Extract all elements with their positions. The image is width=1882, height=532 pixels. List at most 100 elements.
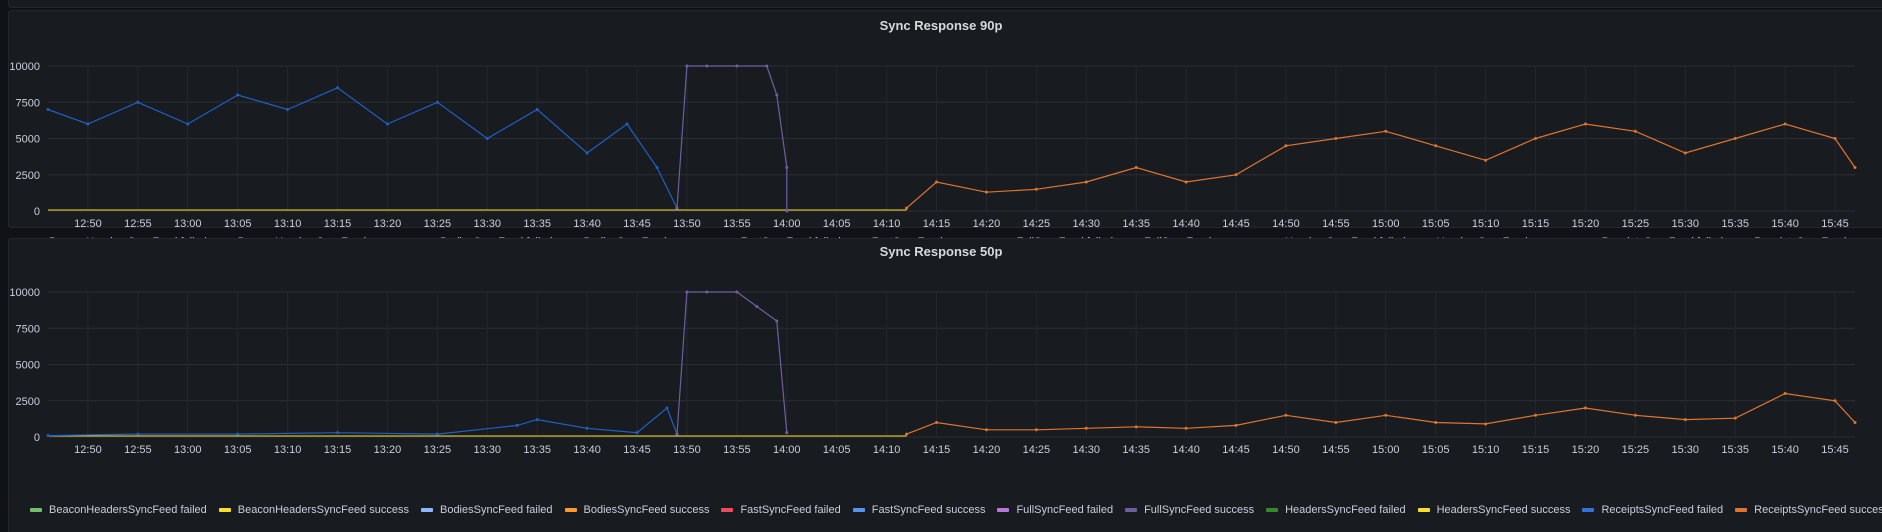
x-tick-label: 14:55: [1322, 218, 1350, 230]
data-point: [905, 432, 909, 436]
x-tick-label: 13:25: [424, 218, 452, 230]
legend-swatch: [721, 507, 734, 512]
data-point: [1034, 187, 1038, 191]
data-point: [705, 290, 709, 294]
data-point: [46, 434, 50, 438]
series-line: [676, 291, 788, 435]
x-tick-label: 14:15: [923, 218, 951, 230]
x-tick-label: 15:35: [1721, 218, 1749, 230]
x-tick-label: 15:30: [1672, 444, 1700, 456]
x-tick-label: 15:00: [1372, 444, 1400, 456]
x-tick-label: 13:15: [324, 218, 352, 230]
series-line: [906, 123, 1856, 209]
data-point: [735, 64, 739, 68]
legend-item[interactable]: BodiesSyncFeed success: [564, 500, 709, 519]
data-point: [1683, 418, 1687, 422]
legend-item[interactable]: FullSyncFeed success: [1125, 500, 1254, 519]
x-tick-label: 14:20: [973, 218, 1001, 230]
legend-item[interactable]: FastSyncFeed success: [852, 500, 985, 519]
legend-item[interactable]: BeaconHeadersSyncFeed failed: [30, 500, 207, 519]
x-tick-label: 14:50: [1272, 444, 1300, 456]
data-point: [1484, 422, 1488, 426]
x-tick-label: 13:55: [723, 444, 751, 456]
data-point: [136, 432, 140, 436]
y-tick-label: 2500: [16, 396, 40, 408]
data-point: [1134, 425, 1138, 429]
series-line: [47, 87, 678, 209]
x-tick-label: 15:20: [1572, 444, 1600, 456]
x-tick-label: 13:20: [374, 444, 402, 456]
legend-label: HeadersSyncFeed failed: [1285, 503, 1406, 516]
chart-50p: 0 2500 5000 7500 10000 12:50 12:55 13:00 13:05 13…: [9, 287, 1857, 456]
x-tick-label: 13:10: [274, 218, 302, 230]
y-tick-label: 5000: [16, 134, 40, 146]
legend-item[interactable]: HeadersSyncFeed failed: [1266, 500, 1406, 519]
x-tick-label: 15:05: [1422, 444, 1450, 456]
x-tick-label: 15:00: [1372, 218, 1400, 230]
x-tick-label: 14:50: [1272, 218, 1300, 230]
data-point: [625, 122, 629, 126]
data-point: [785, 209, 789, 213]
x-tick-label: 13:50: [673, 218, 701, 230]
y-tick-label: 5000: [16, 360, 40, 372]
data-point: [775, 319, 779, 323]
data-point: [735, 290, 739, 294]
x-tick-label: 15:05: [1422, 218, 1450, 230]
y-tick-label: 0: [34, 432, 40, 444]
y-tick-label: 10000: [9, 287, 40, 299]
data-point: [535, 108, 539, 111]
data-point: [935, 180, 939, 184]
data-point: [705, 64, 709, 68]
legend-item[interactable]: BodiesSyncFeed failed: [420, 500, 553, 519]
data-point: [435, 432, 439, 436]
x-tick-label: 14:55: [1322, 444, 1350, 456]
data-point: [1633, 129, 1637, 133]
legend-swatch: [1735, 507, 1748, 512]
legend-swatch: [1582, 507, 1595, 512]
x-tick-label: 14:30: [1073, 218, 1101, 230]
x-tick-label: 14:15: [923, 444, 951, 456]
data-point: [1783, 122, 1787, 126]
data-point: [1184, 426, 1188, 430]
data-point: [1334, 137, 1338, 140]
x-tick-label: 13:30: [474, 444, 502, 456]
series-line: [906, 392, 1856, 435]
data-point: [1184, 180, 1188, 184]
data-point: [585, 151, 589, 155]
data-point: [1683, 151, 1687, 155]
x-tick-label: 15:45: [1821, 444, 1849, 456]
data-point: [984, 190, 988, 194]
x-tick-label: 13:00: [174, 444, 202, 456]
x-tick-label: 14:30: [1073, 444, 1101, 456]
data-point: [435, 100, 439, 104]
x-tick-label: 15:15: [1522, 444, 1550, 456]
legend-item[interactable]: FullSyncFeed failed: [997, 500, 1113, 519]
legend-item[interactable]: ReceiptsSyncFeed failed: [1582, 500, 1723, 519]
data-point: [1853, 166, 1857, 169]
data-point: [1284, 413, 1288, 417]
legend-swatch: [30, 507, 42, 512]
x-tick-label: 15:20: [1572, 218, 1600, 230]
legend-label: ReceiptsSyncFeed failed: [1601, 503, 1724, 516]
data-point: [515, 423, 519, 427]
data-point: [1534, 137, 1538, 140]
x-tick-label: 15:30: [1672, 218, 1700, 230]
legend-item[interactable]: HeadersSyncFeed success: [1417, 500, 1570, 519]
x-tick-label: 14:35: [1122, 218, 1150, 230]
x-tick-label: 12:55: [124, 218, 152, 230]
data-point: [236, 93, 240, 97]
data-point: [236, 432, 240, 436]
legend-item[interactable]: FastSyncFeed failed: [721, 500, 841, 519]
data-point: [1384, 413, 1388, 417]
legend-item[interactable]: ReceiptsSyncFeed success: [1735, 500, 1882, 519]
legend-swatch: [420, 507, 433, 512]
chart-90p: 0 2500 5000 7500 10000 12:50 12:55 13:00 13:05 13…: [9, 61, 1857, 230]
data-point: [665, 406, 669, 410]
x-tick-label: 15:40: [1771, 218, 1799, 230]
x-tick-label: 15:25: [1622, 444, 1650, 456]
data-point: [1633, 413, 1637, 417]
data-point: [1134, 166, 1138, 169]
legend-item[interactable]: BeaconHeadersSyncFeed success: [218, 500, 409, 519]
data-point: [905, 206, 909, 210]
legend-swatch: [218, 507, 231, 512]
